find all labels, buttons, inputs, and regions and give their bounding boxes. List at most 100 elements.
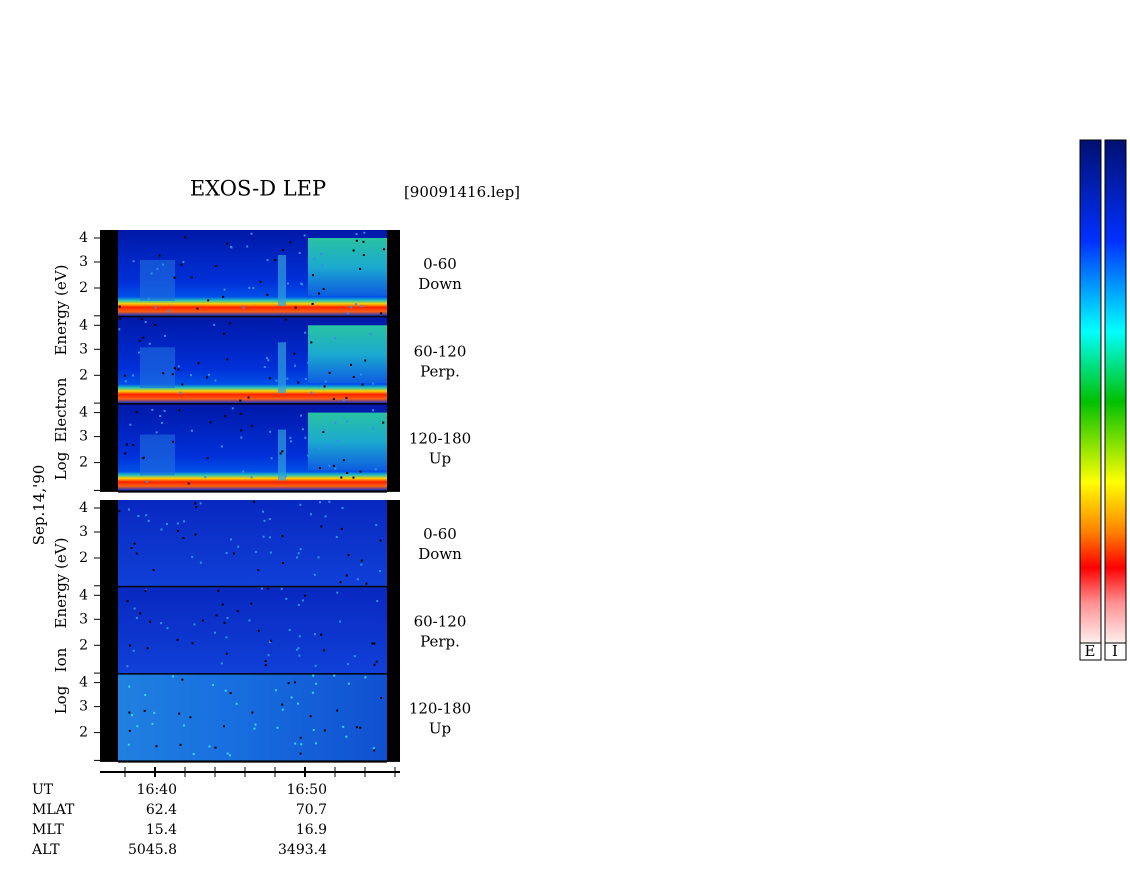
noise [231, 407, 234, 410]
noise [127, 743, 130, 746]
spectrograms: 0-60 Down 4 3 2 60-120 Perp. 4 3 2 120-180 Up 4 3 2 Log… [31, 230, 471, 858]
noise [137, 515, 140, 518]
noise [209, 421, 212, 424]
noise [347, 682, 350, 685]
noise [182, 260, 185, 263]
noise [328, 464, 331, 467]
row-value: 62.4 [146, 802, 177, 818]
noise [362, 253, 365, 256]
noise [312, 674, 315, 677]
noise [211, 684, 214, 687]
noise [228, 322, 231, 325]
noise [152, 568, 155, 571]
noise [380, 312, 383, 315]
noise [118, 328, 121, 331]
noise [347, 554, 350, 557]
noise [311, 691, 314, 694]
noise [128, 729, 131, 732]
noise [276, 726, 279, 729]
spectrogram-feature [140, 347, 175, 389]
row-label: UT [32, 782, 54, 798]
noise [268, 518, 271, 521]
noise [254, 723, 257, 726]
noise [301, 428, 304, 431]
noise [340, 527, 343, 530]
noise [322, 288, 325, 291]
noise [282, 562, 285, 565]
noise [360, 305, 363, 308]
noise [369, 333, 372, 336]
noise [145, 514, 148, 517]
axis-label: Electron [52, 377, 70, 442]
noise [355, 726, 358, 729]
noise [307, 361, 310, 364]
noise [317, 447, 320, 450]
noise [324, 380, 327, 383]
noise [194, 502, 197, 505]
row-value: 15.4 [146, 822, 177, 838]
noise [124, 452, 127, 455]
noise [274, 259, 277, 262]
noise [317, 556, 320, 559]
noise [263, 519, 266, 522]
noise [286, 282, 289, 285]
noise [192, 753, 195, 756]
noise [378, 570, 381, 573]
noise [269, 551, 272, 554]
noise [363, 231, 366, 234]
noise [299, 548, 302, 551]
noise [250, 602, 253, 605]
noise [140, 318, 143, 321]
noise [373, 642, 376, 645]
y-tick-label: 3 [79, 429, 88, 445]
row-value: 16.9 [296, 822, 327, 838]
noise [138, 351, 141, 354]
colorbar-label: I [1112, 642, 1118, 660]
noise [247, 396, 250, 399]
noise [310, 341, 313, 344]
noise [150, 272, 153, 275]
noise [360, 373, 363, 376]
row-value: 70.7 [296, 802, 327, 818]
noise [293, 352, 296, 355]
noise [382, 248, 385, 251]
noise [250, 424, 253, 427]
noise [187, 482, 190, 485]
noise [320, 525, 323, 528]
noise [364, 676, 367, 679]
noise [257, 629, 260, 632]
noise [322, 649, 325, 652]
noise [332, 464, 335, 467]
noise [253, 727, 256, 730]
noise [221, 603, 224, 606]
noise [252, 287, 255, 290]
noise [181, 678, 184, 681]
date-label: Sep.14,'90 [30, 465, 48, 546]
noise [223, 621, 226, 624]
noise [119, 317, 122, 320]
noise [159, 414, 162, 417]
noise [311, 303, 314, 306]
noise [179, 391, 182, 394]
noise [359, 726, 362, 729]
noise [296, 702, 299, 705]
noise [118, 305, 121, 308]
noise [151, 722, 154, 725]
noise [214, 379, 217, 382]
noise [208, 745, 211, 748]
noise [314, 664, 317, 667]
panel-range: 60-120 [414, 612, 467, 630]
panel-range: 120-180 [409, 700, 471, 718]
noise [189, 374, 192, 377]
noise [333, 674, 336, 677]
noise [144, 589, 147, 592]
noise [190, 429, 193, 432]
noise [372, 382, 375, 385]
y-tick-label: 2 [79, 367, 88, 383]
noise [259, 280, 262, 283]
noise [359, 470, 362, 473]
noise [294, 306, 297, 309]
noise [177, 368, 180, 371]
noise [128, 711, 131, 714]
